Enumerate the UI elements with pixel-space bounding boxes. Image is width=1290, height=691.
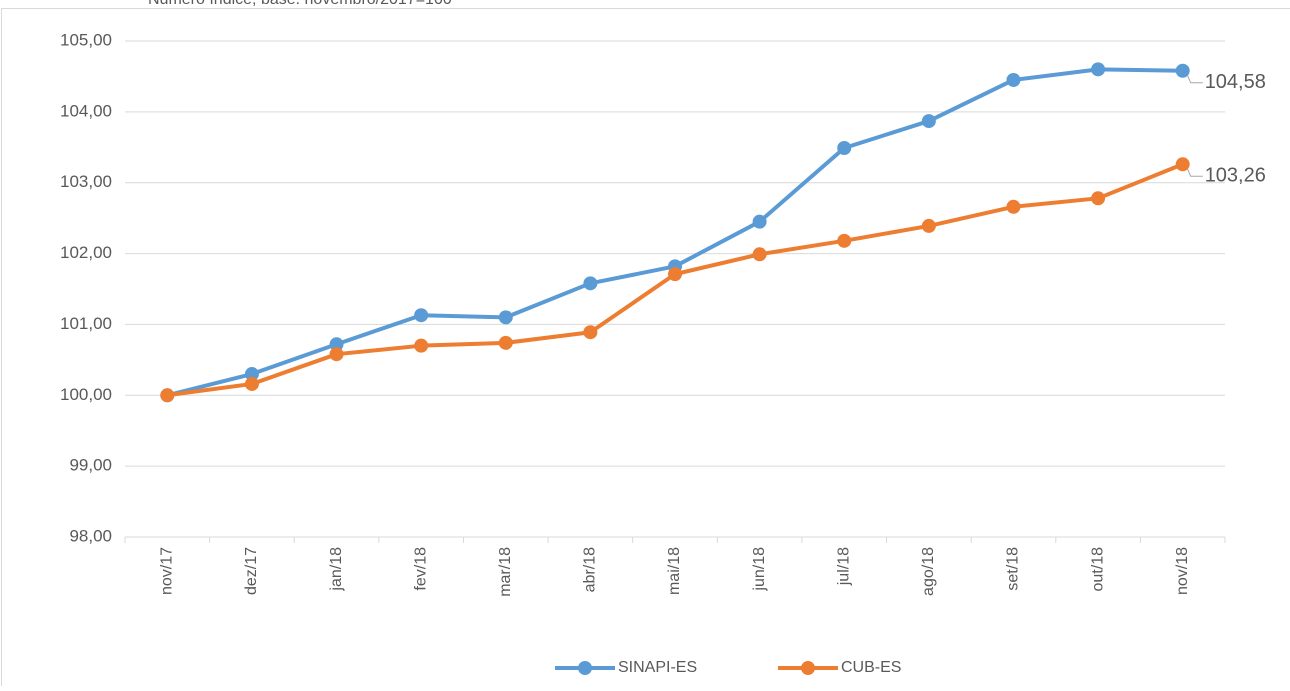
- y-tick-label: 100,00: [60, 385, 112, 404]
- x-tick-label: mai/18: [666, 547, 683, 595]
- y-tick-label: 103,00: [60, 172, 112, 191]
- series-marker: [499, 336, 513, 350]
- series-marker: [922, 114, 936, 128]
- label-leader: [1188, 169, 1203, 176]
- series-marker: [160, 388, 174, 402]
- x-tick-label: ago/18: [920, 547, 937, 596]
- series-marker: [1091, 62, 1105, 76]
- series-marker: [1176, 64, 1190, 78]
- x-tick-label: set/18: [1005, 547, 1022, 591]
- x-tick-label: jan/18: [328, 547, 345, 592]
- label-leader: [1188, 76, 1203, 83]
- legend-marker: [801, 661, 815, 675]
- series-marker: [753, 247, 767, 261]
- series-marker: [753, 215, 767, 229]
- x-tick-label: out/18: [1089, 547, 1106, 592]
- data-label: 104,58: [1205, 71, 1266, 93]
- series-marker: [1176, 157, 1190, 171]
- x-tick-label: jul/18: [835, 547, 852, 586]
- x-tick-label: jun/18: [751, 547, 768, 592]
- legend-item: CUB-ES: [778, 659, 901, 676]
- series-marker: [583, 325, 597, 339]
- series-marker: [414, 339, 428, 353]
- series-marker: [583, 276, 597, 290]
- series-marker: [837, 234, 851, 248]
- y-tick-label: 99,00: [69, 456, 112, 475]
- x-tick-label: mar/18: [497, 547, 514, 597]
- x-tick-label: dez/17: [243, 547, 260, 595]
- series-marker: [245, 377, 259, 391]
- series-marker: [837, 141, 851, 155]
- series-line: [167, 69, 1182, 395]
- y-tick-label: 98,00: [69, 526, 112, 545]
- series-marker: [499, 310, 513, 324]
- series-marker: [1006, 73, 1020, 87]
- y-tick-label: 104,00: [60, 101, 112, 120]
- series-marker: [330, 347, 344, 361]
- y-tick-label: 105,00: [60, 30, 112, 49]
- legend-label: CUB-ES: [841, 659, 901, 676]
- y-tick-label: 101,00: [60, 314, 112, 333]
- legend-marker: [578, 661, 592, 675]
- series-marker: [1091, 191, 1105, 205]
- series-marker: [414, 308, 428, 322]
- x-tick-label: fev/18: [412, 547, 429, 591]
- series-marker: [1006, 200, 1020, 214]
- x-tick-label: nov/18: [1174, 547, 1191, 595]
- x-tick-label: nov/17: [159, 547, 176, 595]
- x-tick-label: abr/18: [582, 547, 599, 592]
- y-tick-label: 102,00: [60, 243, 112, 262]
- legend-item: SINAPI-ES: [555, 659, 697, 676]
- legend-label: SINAPI-ES: [618, 659, 697, 676]
- series-marker: [922, 219, 936, 233]
- data-label: 103,26: [1205, 165, 1266, 187]
- series-marker: [668, 267, 682, 281]
- chart-subtitle: Número índice, base: novembro/2017=100: [148, 0, 452, 8]
